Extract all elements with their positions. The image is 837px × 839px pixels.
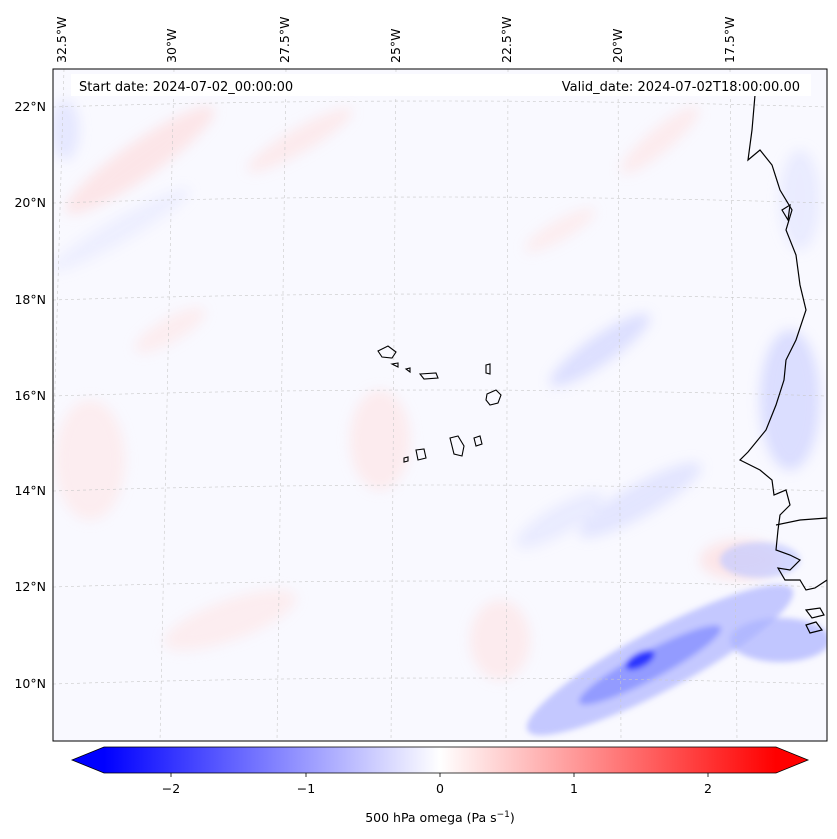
colorbar-tick-label: −2: [162, 781, 180, 796]
colorbar: −2 −1 0 1 2 500 hPa omega (Pa s−1): [70, 746, 810, 825]
lon-label: 25°W: [388, 28, 403, 63]
coastline: [738, 94, 827, 634]
start-date: Start date: 2024-07-02_00:00:00: [79, 80, 293, 95]
lon-label: 27.5°W: [277, 17, 292, 63]
lat-labels: 22°N 20°N 18°N 16°N 14°N 12°N 10°N: [14, 99, 46, 691]
lon-label: 22.5°W: [499, 17, 514, 63]
omega-field: [53, 69, 827, 741]
colorbar-min-arrow: [72, 747, 104, 773]
lon-label: 30°W: [164, 28, 179, 63]
colorbar-max-arrow: [776, 747, 808, 773]
colorbar-tick-label: 0: [436, 781, 444, 796]
colorbar-gradient: [104, 747, 776, 773]
map-frame: [52, 68, 828, 742]
lat-label: 12°N: [14, 579, 46, 594]
lon-label: 20°W: [610, 28, 625, 63]
lon-label: 17.5°W: [722, 17, 737, 63]
graticule: [53, 69, 827, 741]
lat-label: 16°N: [14, 388, 46, 403]
colorbar-tick-label: 2: [704, 781, 712, 796]
colorbar-label: 500 hPa omega (Pa s−1): [365, 810, 515, 825]
header-box: [71, 74, 811, 96]
cape-verde-islands: [377, 345, 502, 463]
colorbar-ticks: [170, 773, 709, 777]
lat-label: 18°N: [14, 292, 46, 307]
lon-label: 32.5°W: [54, 17, 69, 63]
lon-labels: 32.5°W 30°W 27.5°W 25°W 22.5°W 20°W 17.5…: [54, 17, 737, 63]
lat-label: 22°N: [14, 99, 46, 114]
lat-label: 20°N: [14, 195, 46, 210]
lat-label: 10°N: [14, 676, 46, 691]
colorbar-outline: [70, 746, 810, 774]
colorbar-tick-label: 1: [570, 781, 578, 796]
lat-label: 14°N: [14, 483, 46, 498]
colorbar-tick-label: −1: [297, 781, 315, 796]
valid-date: Valid_date: 2024-07-02T18:00:00.00: [562, 80, 800, 95]
